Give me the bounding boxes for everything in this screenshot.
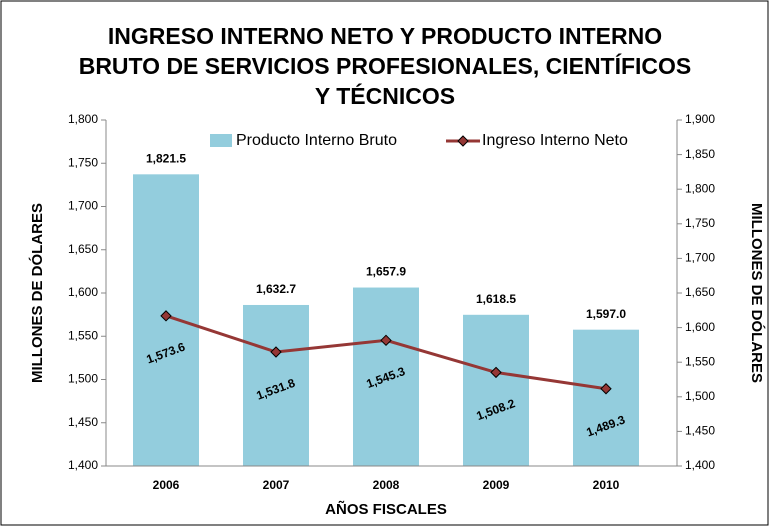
chart-title: INGRESO INTERNO NETO Y PRODUCTO INTERNO (108, 23, 662, 49)
chart-title: Y TÉCNICOS (315, 82, 455, 109)
bar (573, 329, 639, 466)
bar-value-label: 1,597.0 (586, 307, 626, 321)
y2-tick-label: 1,550 (685, 354, 715, 368)
y-tick-label: 1,700 (68, 199, 98, 213)
bar (243, 304, 309, 466)
y-tick-label: 1,450 (68, 415, 98, 429)
bar-value-label: 1,657.9 (366, 265, 406, 279)
y2-axis-title: MILLONES DE DÓLARES (748, 203, 766, 383)
line-marker (380, 334, 392, 347)
bar-value-label: 1,821.5 (146, 151, 186, 165)
y-tick-label: 1,400 (68, 458, 98, 472)
y2-tick-label: 1,900 (685, 112, 715, 126)
legend-swatch (210, 134, 232, 147)
y-tick-label: 1,800 (68, 112, 98, 126)
y2-tick-label: 1,500 (685, 389, 715, 403)
x-tick-label: 2007 (263, 478, 290, 492)
y2-tick-label: 1,700 (685, 251, 715, 265)
x-tick-label: 2010 (593, 478, 620, 492)
y2-tick-label: 1,850 (685, 147, 715, 161)
y-tick-label: 1,500 (68, 372, 98, 386)
x-axis-title: AÑOS FISCALES (325, 500, 447, 518)
y2-tick-label: 1,400 (685, 458, 715, 472)
y2-tick-label: 1,450 (685, 424, 715, 438)
bar-value-label: 1,618.5 (476, 292, 516, 306)
bar (463, 314, 529, 466)
line-marker (160, 310, 172, 322)
bar (353, 287, 419, 466)
legend-label: Producto Interno Bruto (236, 132, 397, 149)
chart-title: BRUTO DE SERVICIOS PROFESIONALES, CIENTÍ… (79, 52, 692, 79)
legend-marker (457, 135, 469, 147)
y2-tick-label: 1,600 (685, 320, 715, 334)
x-tick-label: 2009 (483, 478, 510, 492)
y-tick-label: 1,650 (68, 242, 98, 256)
x-tick-label: 2006 (153, 478, 180, 492)
line-marker (490, 366, 502, 379)
y-tick-label: 1,600 (68, 285, 98, 299)
line-marker (600, 383, 612, 395)
y-tick-label: 1,750 (68, 155, 98, 169)
legend-label: Ingreso Interno Neto (482, 132, 628, 149)
x-tick-label: 2008 (373, 478, 400, 492)
y2-tick-label: 1,650 (685, 285, 715, 299)
line-marker (270, 346, 282, 358)
y2-tick-label: 1,750 (685, 216, 715, 230)
y2-tick-label: 1,800 (685, 181, 715, 195)
y-tick-label: 1,550 (68, 328, 98, 342)
y-axis-title: MILLONES DE DÓLARES (28, 203, 46, 383)
bar-value-label: 1,632.7 (256, 282, 296, 296)
